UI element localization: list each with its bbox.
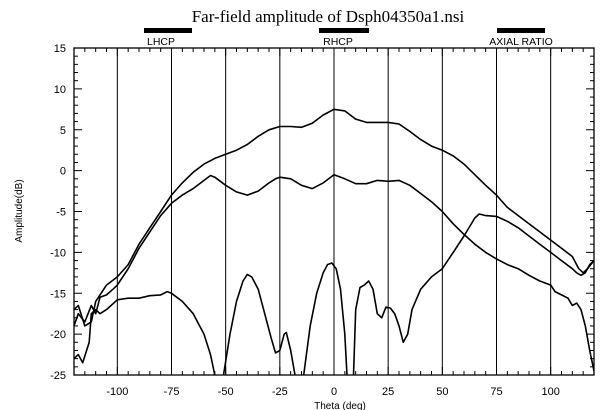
y-axis-label: Amplitude(dB) (14, 179, 25, 242)
series-line-axial-ratio (74, 213, 594, 375)
y-tick-label: 5 (60, 125, 66, 137)
x-axis-label: Theta (deg) (314, 401, 366, 410)
y-tick-label: -20 (50, 329, 66, 341)
legend-swatch-rhcp (319, 28, 369, 33)
legend: LHCP RHCP AXIAL RATIO (144, 28, 553, 48)
x-tick-label: -75 (164, 386, 180, 398)
y-tick-label: 15 (54, 43, 66, 55)
chart-title: Far-field amplitude of Dsph04350a1.nsi (192, 7, 465, 26)
series-line-rhcp (74, 173, 594, 372)
vertical-gridlines (116, 48, 552, 375)
x-tick-label: 100 (541, 386, 559, 398)
x-tick-label: 25 (382, 386, 394, 398)
curves (74, 108, 594, 375)
axis-ticks (74, 47, 594, 376)
y-tick-label: -25 (50, 370, 66, 382)
y-tick-label: -5 (56, 207, 66, 219)
x-tick-label: -25 (272, 386, 288, 398)
legend-label-rhcp: RHCP (323, 36, 353, 48)
x-tick-label: 75 (490, 386, 502, 398)
x-tick-label: 50 (436, 386, 448, 398)
y-tick-label: -15 (50, 288, 66, 300)
y-tick-label: 10 (54, 84, 66, 96)
x-tick-labels: -100 -75 -50 -25 0 25 50 75 100 (106, 386, 560, 398)
legend-label-axial-ratio: AXIAL RATIO (489, 36, 553, 48)
legend-swatch-axial-ratio (497, 28, 545, 33)
x-tick-label: -50 (218, 386, 234, 398)
y-tick-labels: 15 10 5 0 -5 -10 -15 -20 -25 (50, 43, 66, 382)
x-tick-label: -100 (106, 386, 128, 398)
legend-swatch-lhcp (144, 28, 192, 33)
x-tick-label: 0 (331, 386, 337, 398)
y-tick-label: 0 (60, 166, 66, 178)
y-tick-label: -10 (50, 247, 66, 259)
legend-label-lhcp: LHCP (147, 36, 175, 48)
series-line-lhcp (74, 108, 594, 327)
